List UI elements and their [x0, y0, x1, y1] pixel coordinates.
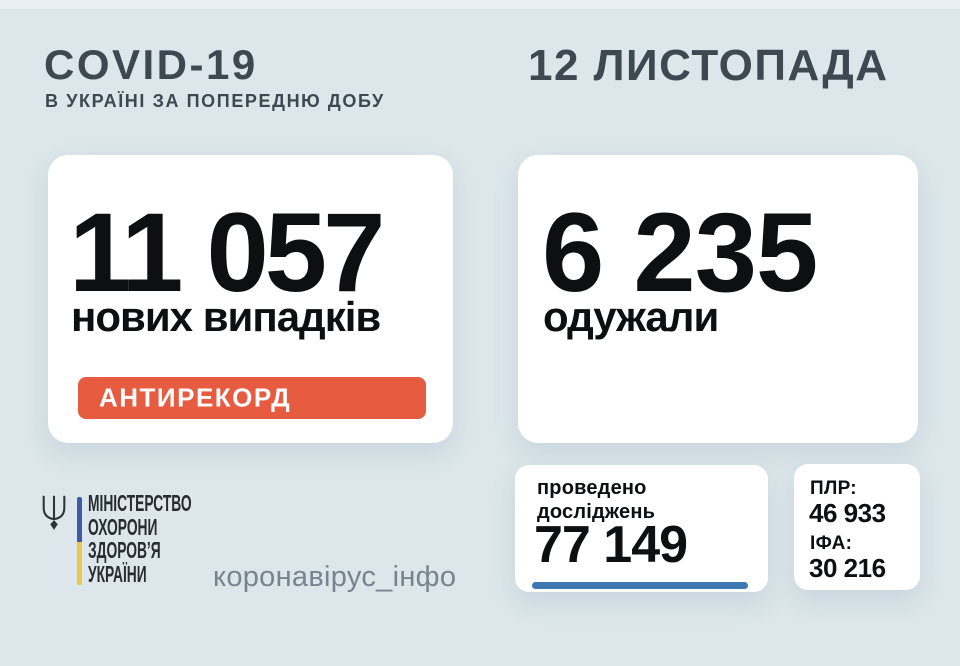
- flag-yellow-segment: [77, 542, 82, 585]
- ministry-line: ОХОРОНИ: [88, 513, 158, 540]
- new-cases-value: 11 057: [69, 190, 385, 315]
- page-title: COVID-19: [44, 41, 258, 88]
- flag-divider: [77, 497, 82, 585]
- report-date: 12 ЛИСТОПАДА: [528, 41, 889, 90]
- ministry-name: МІНІСТЕРСТВО ОХОРОНИ ЗДОРОВ’Я УКРАЇНИ: [88, 490, 261, 588]
- tests-underline-bar: [532, 582, 748, 589]
- ifa-label: ІФА:: [810, 533, 853, 554]
- new-cases-card: 11 057 нових випадків АНТИРЕКОРД: [48, 155, 453, 443]
- page-subtitle: В УКРАЇНІ ЗА ПОПЕРЕДНЮ ДОБУ: [45, 91, 385, 111]
- ministry-line: МІНІСТЕРСТВО: [88, 490, 192, 516]
- pcr-label: ПЛР:: [810, 478, 857, 499]
- top-strip: [0, 0, 960, 9]
- new-cases-label: нових випадків: [71, 293, 381, 340]
- tests-value: 77 149: [534, 516, 688, 574]
- antirecord-badge: АНТИРЕКОРД: [78, 377, 426, 419]
- tests-label-line1: проведено: [537, 477, 647, 499]
- recovered-label: одужали: [543, 293, 719, 340]
- pcr-value: 46 933: [809, 498, 886, 528]
- test-breakdown-card: ПЛР: 46 933 ІФА: 30 216: [794, 464, 920, 590]
- recovered-card: 6 235 одужали: [518, 155, 918, 443]
- trident-icon: [42, 495, 66, 530]
- ministry-line: УКРАЇНИ: [88, 561, 147, 588]
- flag-blue-segment: [77, 497, 82, 542]
- tests-card: проведено досліджень 77 149: [515, 465, 768, 592]
- ministry-line: ЗДОРОВ’Я: [88, 537, 161, 564]
- recovered-value: 6 235: [542, 190, 818, 315]
- channel-name: коронавірус_інфо: [213, 561, 457, 593]
- tests-label-line2: досліджень: [537, 501, 656, 523]
- antirecord-badge-label: АНТИРЕКОРД: [99, 382, 292, 413]
- ifa-value: 30 216: [809, 553, 886, 583]
- tests-label: проведено досліджень: [537, 476, 655, 524]
